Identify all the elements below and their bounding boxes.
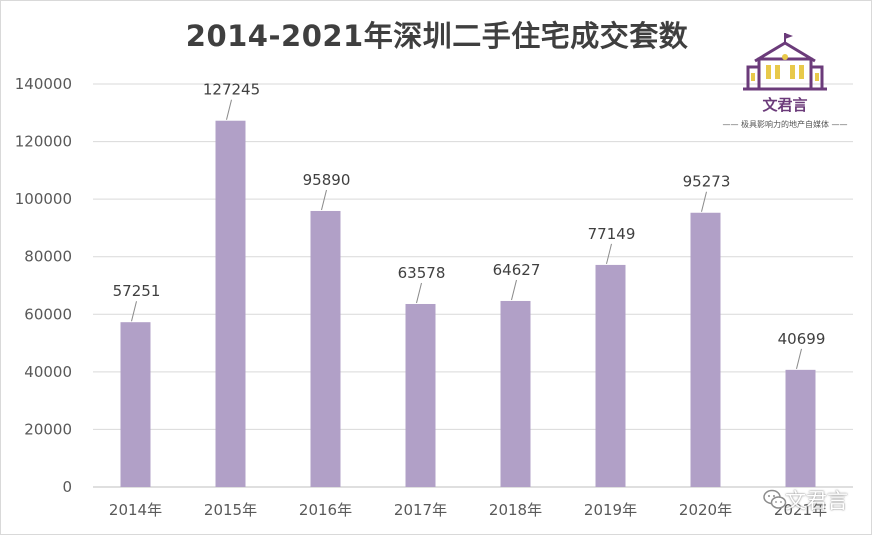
y-tick-label: 140000 bbox=[15, 75, 72, 93]
data-label: 127245 bbox=[203, 81, 260, 99]
y-tick-label: 0 bbox=[62, 478, 72, 496]
x-tick-label: 2021年 bbox=[774, 501, 827, 519]
x-tick-label: 2020年 bbox=[679, 501, 732, 519]
x-tick-label: 2017年 bbox=[394, 501, 447, 519]
data-labels: 57251 127245 95890 63578 64627 77149 95273 4069… bbox=[113, 81, 826, 369]
y-tick-label: 60000 bbox=[24, 305, 72, 323]
data-label: 77149 bbox=[588, 225, 636, 243]
x-tick-label: 2016年 bbox=[299, 501, 352, 519]
data-label-leader bbox=[321, 189, 327, 211]
bar bbox=[595, 264, 626, 487]
data-label: 57251 bbox=[113, 282, 161, 300]
chart-title: 2014-2021年深圳二手住宅成交套数 bbox=[185, 19, 689, 53]
y-tick-label: 100000 bbox=[15, 190, 72, 208]
brand-logo: 文君言 —— 极具影响力的地产自媒体 —— bbox=[719, 31, 851, 135]
logo-slogan: —— 极具影响力的地产自媒体 —— bbox=[722, 120, 848, 129]
bar bbox=[310, 210, 341, 487]
bar bbox=[500, 300, 531, 487]
watermark: 文君言 bbox=[763, 481, 863, 517]
data-label-leader bbox=[131, 301, 137, 322]
logo-name: 文君言 bbox=[762, 96, 808, 114]
watermark-text: 文君言 bbox=[785, 489, 848, 513]
bar bbox=[215, 120, 246, 487]
bar bbox=[690, 212, 721, 487]
data-label-leader bbox=[701, 191, 707, 212]
data-label-leader bbox=[226, 99, 232, 120]
data-label: 95890 bbox=[303, 171, 351, 189]
y-axis-ticks: 0 20000 40000 60000 80000 100000 120000 140000 bbox=[15, 75, 72, 496]
data-label: 64627 bbox=[493, 261, 541, 279]
y-tick-label: 20000 bbox=[24, 420, 72, 438]
data-label: 95273 bbox=[683, 173, 731, 191]
x-tick-label: 2019年 bbox=[584, 501, 637, 519]
x-tick-label: 2015年 bbox=[204, 501, 257, 519]
x-axis-ticks: 2014年 2015年 2016年 2017年 2018年 2019年 2020年 2021年 bbox=[109, 501, 827, 519]
wechat-icon bbox=[763, 489, 787, 509]
y-tick-label: 120000 bbox=[15, 133, 72, 151]
data-label-leader bbox=[511, 279, 517, 301]
data-label-leader bbox=[606, 243, 612, 265]
bar bbox=[120, 322, 151, 487]
x-tick-label: 2018年 bbox=[489, 501, 542, 519]
y-tick-label: 40000 bbox=[24, 363, 72, 381]
y-tick-label: 80000 bbox=[24, 248, 72, 266]
bars bbox=[120, 120, 816, 487]
building-icon bbox=[743, 33, 827, 91]
data-label-leader bbox=[796, 348, 802, 369]
bar bbox=[405, 303, 436, 487]
x-tick-label: 2014年 bbox=[109, 501, 162, 519]
data-label-leader bbox=[416, 282, 422, 304]
bar bbox=[785, 369, 816, 487]
gridlines bbox=[93, 83, 853, 488]
data-label: 40699 bbox=[778, 330, 826, 348]
data-label: 63578 bbox=[398, 264, 446, 282]
